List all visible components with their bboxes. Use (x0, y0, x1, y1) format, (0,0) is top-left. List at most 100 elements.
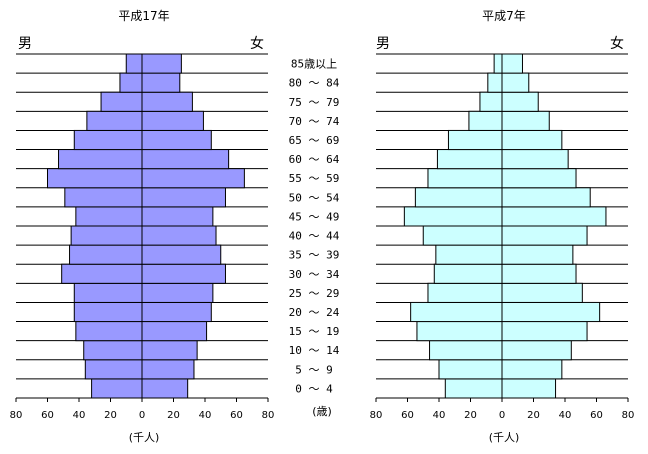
age-group-label: 45 ～ 49 (289, 210, 340, 223)
female-bar (141, 206, 214, 227)
male-bar (73, 129, 143, 151)
female-bar (141, 129, 212, 151)
x-tick-label: 80 (262, 410, 275, 421)
x-tick-label: 60 (41, 410, 54, 421)
age-unit-label: (歳) (312, 405, 332, 418)
right-x-axis-label: (千人) (489, 431, 520, 444)
male-bar (447, 129, 503, 151)
female-bar (141, 321, 208, 342)
male-bar (435, 244, 503, 265)
female-bar (501, 263, 577, 284)
female-bar (141, 301, 212, 323)
age-labels: 0 ～ 4 5 ～ 9 10 ～ 14 15 ～ 19 20 ～ 24 25 ～ 29 30… (289, 58, 340, 396)
male-bar (468, 110, 503, 131)
female-bar (501, 53, 523, 74)
female-bar (501, 187, 591, 208)
female-bar (141, 72, 181, 93)
female-bar (501, 321, 588, 342)
left-male-label: 男 (18, 36, 32, 52)
female-bar (501, 225, 588, 246)
female-bar (141, 244, 222, 265)
left-x-axis-label: (千人) (129, 431, 160, 444)
age-group-label: 10 ～ 14 (289, 344, 340, 357)
female-bar (141, 359, 195, 380)
age-group-label: 40 ～ 44 (289, 230, 340, 243)
male-bar (73, 301, 143, 323)
age-group-label: 85歳以上 (291, 58, 337, 71)
right-pyramid: 80 60 40 20 0 20 40 60 80 (370, 53, 635, 421)
x-tick-label: 20 (104, 410, 117, 421)
female-bar (141, 187, 226, 208)
female-bar (501, 378, 557, 399)
age-group-label: 25 ～ 29 (289, 287, 340, 300)
female-bar (501, 149, 569, 170)
male-bar (61, 263, 143, 284)
female-bar (501, 359, 563, 380)
male-bar (86, 110, 143, 131)
male-bar (433, 263, 503, 284)
age-group-label: 75 ～ 79 (289, 96, 340, 109)
female-bar (141, 225, 217, 246)
x-tick-label: 20 (167, 410, 180, 421)
female-bar (501, 168, 577, 189)
age-group-label: 35 ～ 39 (289, 249, 340, 262)
female-bar (141, 378, 189, 399)
x-tick-label: 20 (527, 410, 540, 421)
x-tick-label: 60 (590, 410, 603, 421)
male-bar (125, 53, 143, 74)
male-bar (64, 187, 143, 208)
male-bar (84, 359, 143, 380)
right-chart-title: 平成7年 (482, 9, 526, 23)
female-bar (501, 129, 563, 151)
female-bar (501, 340, 572, 361)
x-tick-label: 40 (559, 410, 572, 421)
female-bar (141, 282, 214, 303)
age-group-label: 15 ～ 19 (289, 325, 340, 338)
female-bar (141, 91, 193, 112)
male-bar (73, 282, 143, 303)
male-bar (119, 72, 143, 93)
x-tick-label: 60 (401, 410, 414, 421)
male-bar (427, 168, 503, 189)
x-tick-label: 20 (464, 410, 477, 421)
x-tick-label: 80 (370, 410, 383, 421)
male-bar (416, 321, 503, 342)
x-tick-label: 0 (139, 410, 145, 421)
male-bar (438, 359, 503, 380)
male-bar (75, 206, 143, 227)
female-bar (141, 53, 182, 74)
age-group-label: 60 ～ 64 (289, 153, 340, 166)
x-tick-label: 40 (73, 410, 86, 421)
left-chart-title: 平成17年 (118, 9, 169, 23)
male-bar (91, 378, 143, 399)
female-bar (501, 301, 601, 323)
male-bar (403, 206, 503, 227)
x-tick-label: 40 (199, 410, 212, 421)
x-tick-label: 60 (230, 410, 243, 421)
left-female-label: 女 (250, 35, 264, 52)
male-bar (75, 321, 143, 342)
age-group-label: 5 ～ 9 (295, 363, 333, 376)
age-group-label: 55 ～ 59 (289, 172, 340, 185)
female-bar (141, 263, 226, 284)
age-group-label: 0 ～ 4 (295, 382, 333, 395)
female-bar (501, 110, 550, 131)
male-bar (493, 53, 503, 74)
female-bar (141, 110, 204, 131)
male-bar (70, 225, 143, 246)
female-bar (141, 149, 230, 170)
left-pyramid: 80 60 40 20 0 20 40 60 80 (10, 53, 275, 421)
female-bar (501, 206, 607, 227)
male-bar (410, 301, 503, 323)
male-bar (479, 91, 503, 112)
right-male-label: 男 (376, 36, 390, 52)
age-group-label: 20 ～ 24 (289, 306, 340, 319)
female-bar (501, 91, 539, 112)
male-bar (427, 282, 503, 303)
age-group-label: 65 ～ 69 (289, 134, 340, 147)
male-bar (422, 225, 503, 246)
x-tick-label: 80 (622, 410, 635, 421)
x-tick-label: 0 (499, 410, 505, 421)
male-bar (444, 378, 503, 399)
